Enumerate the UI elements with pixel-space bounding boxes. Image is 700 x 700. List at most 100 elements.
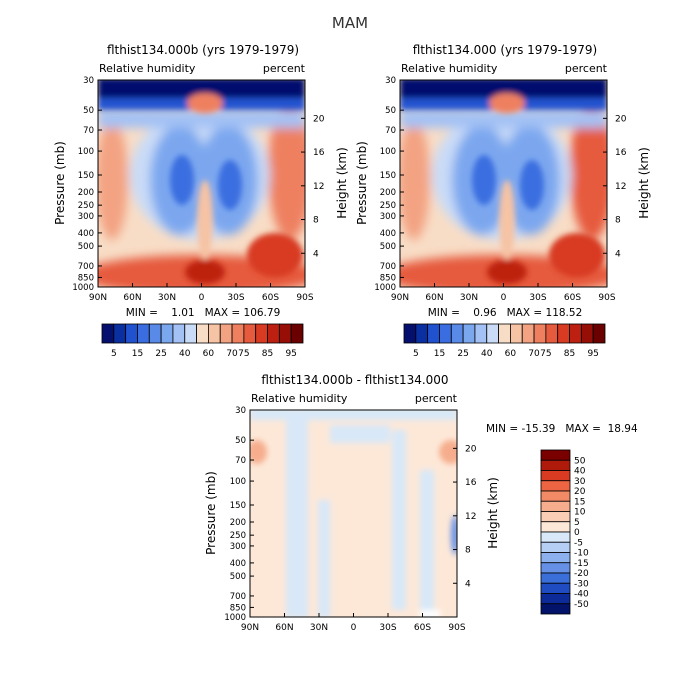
panel-3-negative-sh-surface xyxy=(451,515,457,555)
pressure-tick-label: 700 xyxy=(230,592,246,602)
colorbar-swatch xyxy=(545,323,559,344)
panel-1-tropical-tropopause-moist xyxy=(187,93,223,113)
colorbar-swatch xyxy=(592,323,606,344)
latitude-tick-label: 90S xyxy=(296,293,313,303)
colorbar-swatch xyxy=(125,323,138,344)
colorbar-swatch xyxy=(540,511,571,523)
latitude-tick-label: 90N xyxy=(89,293,107,303)
pressure-tick-label: 50 xyxy=(235,436,246,446)
colorbar-swatch xyxy=(540,541,571,553)
panel-3: flthist134.000b - flthist134.000 Relativ… xyxy=(204,373,638,633)
pressure-tick-label: 300 xyxy=(230,542,246,552)
height-tick-label: 16 xyxy=(615,148,627,158)
colorbar-swatch xyxy=(540,593,571,605)
panel-2-variable-label: Relative humidity xyxy=(401,62,498,75)
colorbar-swatch xyxy=(267,323,280,344)
panel-1-title: flthist134.000b (yrs 1979-1979) xyxy=(107,43,299,57)
colorbar-label: 95 xyxy=(587,349,598,359)
colorbar-swatch xyxy=(278,323,292,344)
panel-2-midlevel-moist-right xyxy=(570,100,607,240)
height-tick-label: 8 xyxy=(313,216,319,226)
pressure-tick-label: 200 xyxy=(230,518,246,528)
pressure-tick-label: 70 xyxy=(385,126,396,136)
panel-1: flthist134.000b (yrs 1979-1979) Relative… xyxy=(53,43,349,359)
latitude-tick-label: 30S xyxy=(529,293,546,303)
colorbar-swatch xyxy=(231,323,245,344)
pressure-tick-label: 150 xyxy=(78,171,94,181)
colorbar-swatch xyxy=(540,500,571,512)
colorbar-label: 60 xyxy=(203,349,215,359)
colorbar-label: -5 xyxy=(574,538,583,548)
panel-3-upper-negative xyxy=(250,410,457,420)
pressure-tick-label: 700 xyxy=(380,262,396,272)
panel-1-dry-core-left xyxy=(170,155,194,205)
colorbar-swatch xyxy=(540,480,571,492)
panel-2-moist-tongue xyxy=(499,180,515,260)
colorbar-swatch xyxy=(450,323,464,344)
pressure-tick-label: 200 xyxy=(380,188,396,198)
colorbar-label: 85 xyxy=(564,349,575,359)
height-tick-label: 20 xyxy=(615,114,627,124)
panel-2-midlevel-moist-left xyxy=(400,120,430,240)
colorbar-swatch xyxy=(172,323,186,344)
height-tick-label: 16 xyxy=(465,478,477,488)
colorbar-swatch xyxy=(510,323,523,344)
panel-1-moist-tongue xyxy=(197,180,213,260)
colorbar-swatch xyxy=(148,323,162,344)
panel-2-stats: MIN = 0.96 MAX = 118.52 xyxy=(428,307,583,319)
pressure-tick-label: 30 xyxy=(385,76,396,86)
colorbar-label: 70 xyxy=(528,349,540,359)
latitude-tick-label: 90N xyxy=(391,293,409,303)
panel-1-midlevel-moist-left xyxy=(98,120,128,240)
panel-3-missing-data xyxy=(420,610,440,617)
panel-2-field xyxy=(400,80,607,287)
panel-2-title: flthist134.000 (yrs 1979-1979) xyxy=(413,43,597,57)
latitude-tick-label: 90S xyxy=(448,623,465,633)
panel-3-pressure-label: Pressure (mb) xyxy=(204,471,218,555)
colorbar-swatch xyxy=(540,531,571,543)
height-tick-label: 20 xyxy=(313,114,325,124)
pressure-tick-label: 850 xyxy=(78,273,94,283)
colorbar-label: 0 xyxy=(574,528,580,538)
pressure-tick-label: 150 xyxy=(380,171,396,181)
colorbar-swatch xyxy=(540,449,571,461)
panel-2-sh-lower-moist xyxy=(549,233,605,277)
panel-1-colorbar: 5 15 25 40 60 70 75 85 95 xyxy=(101,323,304,359)
colorbar-swatch xyxy=(219,323,233,344)
colorbar-label: 60 xyxy=(505,349,517,359)
height-tick-label: 8 xyxy=(615,216,621,226)
panel-2-height-label: Height (km) xyxy=(637,147,651,218)
pressure-tick-label: 250 xyxy=(230,531,246,541)
panel-2-colorbar: 5 15 25 40 60 70 75 85 95 xyxy=(403,323,606,359)
latitude-tick-label: 60N xyxy=(275,623,293,633)
panel-3-stats: MIN = -15.39 MAX = 18.94 xyxy=(486,423,638,435)
pressure-tick-label: 500 xyxy=(230,572,246,582)
panel-2-units-label: percent xyxy=(565,62,608,75)
pressure-tick-label: 1000 xyxy=(224,613,246,623)
pressure-tick-label: 300 xyxy=(78,212,94,222)
latitude-tick-label: 60N xyxy=(123,293,141,303)
height-tick-label: 16 xyxy=(313,148,325,158)
panel-2-dry-core-left xyxy=(472,155,496,205)
panel-3-negative-layer xyxy=(330,425,390,443)
colorbar-swatch xyxy=(521,323,535,344)
colorbar-label: 15 xyxy=(434,349,445,359)
pressure-tick-label: 150 xyxy=(230,501,246,511)
pressure-tick-label: 1000 xyxy=(374,283,396,293)
colorbar-swatch xyxy=(101,323,115,344)
latitude-tick-label: 90S xyxy=(598,293,615,303)
colorbar-swatch xyxy=(540,470,571,482)
colorbar-swatch xyxy=(540,582,571,594)
pressure-tick-label: 50 xyxy=(385,106,396,116)
panel-3-axes: 3050701001502002503004005007008501000481… xyxy=(224,406,476,633)
colorbar-swatch xyxy=(533,323,547,344)
colorbar-swatch xyxy=(569,323,582,344)
colorbar-swatch xyxy=(540,603,571,615)
colorbar-swatch xyxy=(486,323,499,344)
colorbar-label: 15 xyxy=(574,497,585,507)
panel-1-equatorial-lower-moist xyxy=(185,260,225,284)
colorbar-swatch xyxy=(196,323,209,344)
pressure-tick-label: 400 xyxy=(78,229,94,239)
colorbar-label: 40 xyxy=(481,349,493,359)
